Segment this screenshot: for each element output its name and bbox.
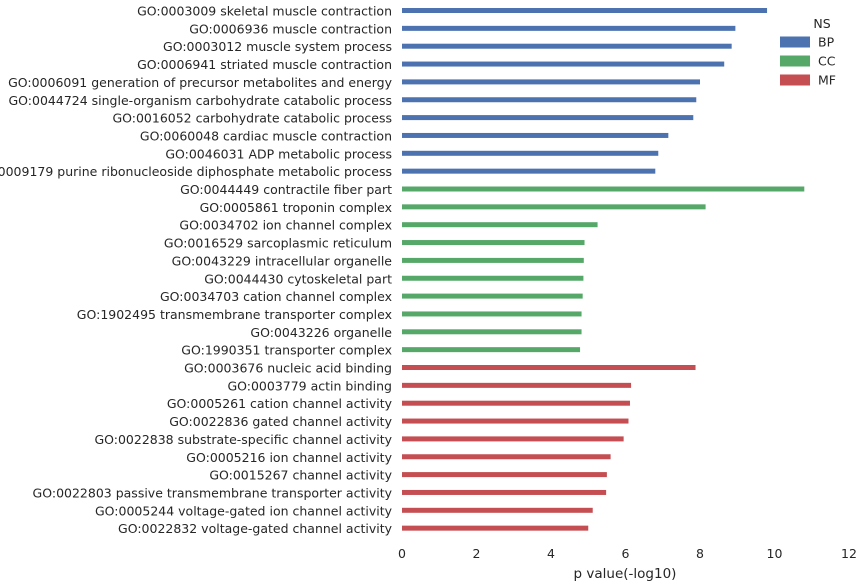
bar-cc bbox=[402, 293, 583, 299]
x-tick-label: 2 bbox=[473, 546, 481, 561]
bar-mf bbox=[402, 454, 611, 460]
category-label: GO:0022836 gated channel activity bbox=[169, 414, 392, 429]
category-label: GO:0044430 cytoskeletal part bbox=[204, 271, 392, 286]
bar-bp bbox=[402, 43, 732, 49]
bar-bp bbox=[402, 25, 736, 31]
bar-bp bbox=[402, 79, 700, 85]
bar-bp bbox=[402, 97, 697, 103]
category-label: GO:0043226 organelle bbox=[250, 325, 392, 340]
x-tick-label: 4 bbox=[547, 546, 555, 561]
category-label: GO:0006941 striated muscle contraction bbox=[137, 57, 392, 72]
category-label: GO:0006091 generation of precursor metab… bbox=[8, 75, 393, 90]
category-label: GO:0016529 sarcoplasmic reticulum bbox=[164, 236, 392, 251]
bar-cc bbox=[402, 329, 582, 335]
legend-swatch-bp bbox=[780, 36, 810, 48]
bar-cc bbox=[402, 347, 581, 353]
x-tick-label: 0 bbox=[398, 546, 406, 561]
legend-label-bp: BP bbox=[818, 35, 835, 50]
x-tick-label: 12 bbox=[841, 546, 857, 561]
legend-label-cc: CC bbox=[818, 54, 836, 69]
x-tick-label: 8 bbox=[696, 546, 704, 561]
category-label: GO:0060048 cardiac muscle contraction bbox=[140, 128, 392, 143]
category-label: GO:0003012 muscle system process bbox=[163, 39, 392, 54]
bar-mf bbox=[402, 472, 607, 478]
legend-swatch-mf bbox=[780, 74, 810, 86]
category-label: GO:0034703 cation channel complex bbox=[160, 289, 392, 304]
bar-cc bbox=[402, 240, 585, 246]
category-label: GO:0005216 ion channel activity bbox=[186, 450, 392, 465]
legend-swatch-cc bbox=[780, 55, 810, 67]
bar-bp bbox=[402, 150, 659, 156]
category-label: GO:1902495 transmembrane transporter com… bbox=[77, 307, 392, 322]
category-label: GO:0016052 carbohydrate catabolic proces… bbox=[112, 111, 392, 126]
bar-bp bbox=[402, 168, 656, 174]
category-label: GO:0046031 ADP metabolic process bbox=[165, 146, 392, 161]
category-label: GO:0022838 substrate-specific channel ac… bbox=[94, 432, 392, 447]
x-axis-label: p value(-log10) bbox=[574, 566, 677, 582]
category-label: GO:0003009 skeletal muscle contraction bbox=[137, 4, 392, 19]
bars-layer bbox=[402, 8, 805, 531]
category-label: GO:0003676 nucleic acid binding bbox=[184, 361, 392, 376]
bar-mf bbox=[402, 382, 632, 388]
bar-cc bbox=[402, 204, 706, 210]
category-label: GO:0003779 actin binding bbox=[227, 378, 392, 393]
legend-entries: BP CC MF bbox=[780, 35, 836, 88]
bar-cc bbox=[402, 222, 598, 228]
category-label: GO:0009179 purine ribonucleoside diphosp… bbox=[0, 164, 392, 179]
category-label: GO:0022803 passive transmembrane transpo… bbox=[33, 485, 393, 500]
bar-cc bbox=[402, 311, 582, 317]
category-label: GO:0005861 troponin complex bbox=[200, 200, 392, 215]
bar-cc bbox=[402, 186, 805, 192]
bar-mf bbox=[402, 489, 607, 495]
bar-bp bbox=[402, 61, 725, 67]
bar-mf bbox=[402, 525, 589, 531]
legend: NS BP CC MF bbox=[780, 16, 836, 88]
bar-mf bbox=[402, 507, 593, 513]
category-label: GO:0006936 muscle contraction bbox=[189, 21, 392, 36]
bar-bp bbox=[402, 132, 669, 138]
category-label: GO:0005244 voltage-gated ion channel act… bbox=[95, 503, 393, 518]
bar-mf bbox=[402, 365, 696, 370]
legend-title: NS bbox=[813, 16, 830, 31]
category-label: GO:0015267 channel activity bbox=[209, 468, 392, 483]
category-label: GO:1990351 transporter complex bbox=[181, 343, 392, 358]
bar-mf bbox=[402, 436, 624, 442]
legend-label-mf: MF bbox=[818, 73, 836, 88]
bar-mf bbox=[402, 418, 629, 424]
category-label: GO:0044724 single-organism carbohydrate … bbox=[8, 93, 392, 108]
category-label: GO:0044449 contractile fiber part bbox=[180, 182, 392, 197]
bar-cc bbox=[402, 275, 584, 281]
category-label: GO:0034702 ion channel complex bbox=[179, 218, 392, 233]
x-tick-label: 6 bbox=[622, 546, 630, 561]
category-label: GO:0022832 voltage-gated channel activit… bbox=[118, 521, 393, 536]
bar-mf bbox=[402, 400, 630, 406]
bar-cc bbox=[402, 257, 584, 263]
bar-bp bbox=[402, 8, 768, 13]
x-tick-label: 10 bbox=[767, 546, 783, 561]
x-axis-ticks: 0 2 4 6 8 10 12 bbox=[398, 546, 857, 561]
category-label: GO:0043229 intracellular organelle bbox=[172, 253, 393, 268]
bar-bp bbox=[402, 115, 694, 121]
category-labels: GO:0003009 skeletal muscle contraction GO… bbox=[0, 4, 393, 537]
category-label: GO:0005261 cation channel activity bbox=[167, 396, 393, 411]
